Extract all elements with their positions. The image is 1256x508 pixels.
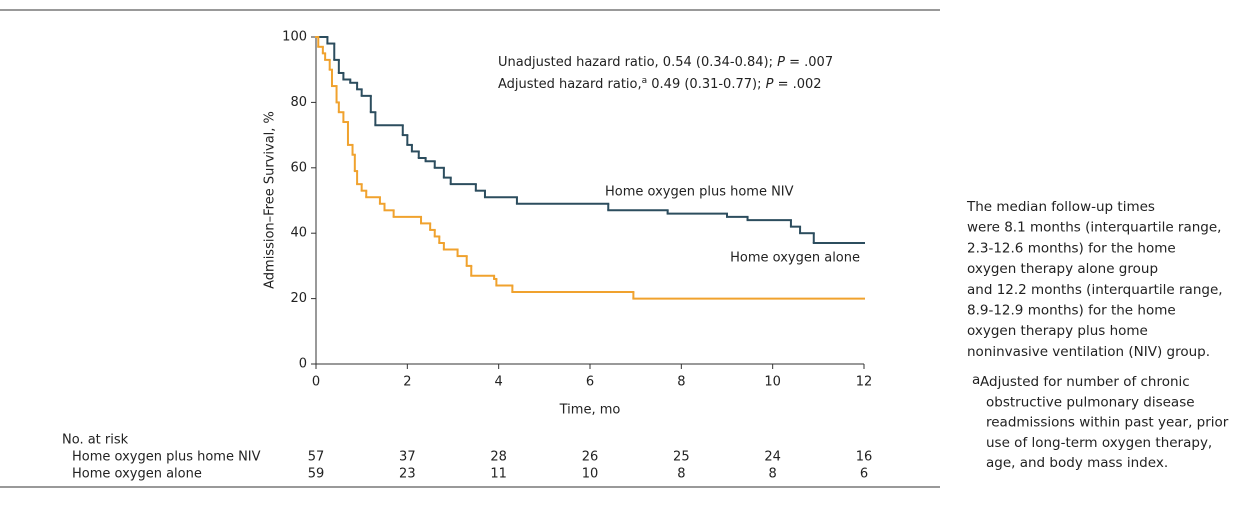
x-axis-label: Time, mo xyxy=(559,403,621,418)
annotation-text: Adjusted hazard ratio, xyxy=(498,77,642,92)
series-label: Home oxygen plus home NIV xyxy=(605,185,794,200)
x-tick-label: 10 xyxy=(764,375,781,390)
x-tick-label: 2 xyxy=(403,375,411,390)
annotation-text: Unadjusted hazard ratio, 0.54 (0.34-0.84… xyxy=(498,55,777,70)
risk-count: 28 xyxy=(490,450,507,465)
annotation-p: P xyxy=(777,55,785,70)
risk-count: 37 xyxy=(399,450,416,465)
y-tick-label: 20 xyxy=(290,291,307,306)
annotation-p-value: = .007 xyxy=(785,55,833,70)
risk-table-title: No. at risk xyxy=(62,433,129,448)
annotation-text: 0.49 (0.31-0.77); xyxy=(647,77,765,92)
risk-count: 59 xyxy=(308,467,325,482)
footnote-line: age, and body mass index. xyxy=(986,455,1168,471)
footnote-line: use of long-term oxygen therapy, xyxy=(986,435,1212,451)
annotation: Unadjusted hazard ratio, 0.54 (0.34-0.84… xyxy=(498,55,833,70)
note-line: 2.3-12.6 months) for the home xyxy=(967,240,1176,256)
x-tick-label: 12 xyxy=(856,375,873,390)
note-line: oxygen therapy plus home xyxy=(967,323,1148,339)
y-tick-label: 0 xyxy=(299,357,307,372)
annotation: Adjusted hazard ratio,a 0.49 (0.31-0.77)… xyxy=(498,76,822,92)
risk-row-name: Home oxygen plus home NIV xyxy=(72,450,261,465)
footnote-line: Adjusted for number of chronic xyxy=(980,374,1190,390)
risk-count: 23 xyxy=(399,467,416,482)
y-tick-label: 80 xyxy=(290,95,307,110)
risk-count: 25 xyxy=(673,450,690,465)
note-line: The median follow-up times xyxy=(966,199,1155,215)
y-tick-label: 60 xyxy=(290,160,307,175)
risk-count: 11 xyxy=(490,467,507,482)
footnote-mark: a xyxy=(972,372,980,388)
x-tick-label: 4 xyxy=(495,375,503,390)
note-line: noninvasive ventilation (NIV) group. xyxy=(967,344,1210,360)
annotation-sup: a xyxy=(642,76,648,86)
series-label: Home oxygen alone xyxy=(730,251,860,266)
risk-count: 26 xyxy=(582,450,599,465)
risk-count: 8 xyxy=(677,467,685,482)
y-axis-label: Admission–Free Survival, % xyxy=(263,111,278,289)
x-tick-label: 6 xyxy=(586,375,594,390)
note-line: oxygen therapy alone group xyxy=(967,261,1158,277)
risk-count: 24 xyxy=(764,450,781,465)
annotation-p-value: = .002 xyxy=(773,77,821,92)
note-line: were 8.1 months (interquartile range, xyxy=(967,220,1221,236)
risk-count: 57 xyxy=(308,450,325,465)
note-line: and 12.2 months (interquartile range, xyxy=(967,282,1223,298)
x-tick-label: 8 xyxy=(677,375,685,390)
note-line: 8.9-12.9 months) for the home xyxy=(967,303,1176,319)
footnote-line: readmissions within past year, prior xyxy=(986,415,1229,431)
risk-count: 16 xyxy=(856,450,873,465)
risk-row-name: Home oxygen alone xyxy=(72,467,202,482)
y-tick-label: 40 xyxy=(290,226,307,241)
annotation-p: P xyxy=(766,77,774,92)
footnote-line: obstructive pulmonary disease xyxy=(986,394,1195,410)
risk-count: 6 xyxy=(860,467,868,482)
x-tick-label: 0 xyxy=(312,375,320,390)
y-tick-label: 100 xyxy=(282,30,307,45)
risk-count: 10 xyxy=(582,467,599,482)
risk-count: 8 xyxy=(769,467,777,482)
